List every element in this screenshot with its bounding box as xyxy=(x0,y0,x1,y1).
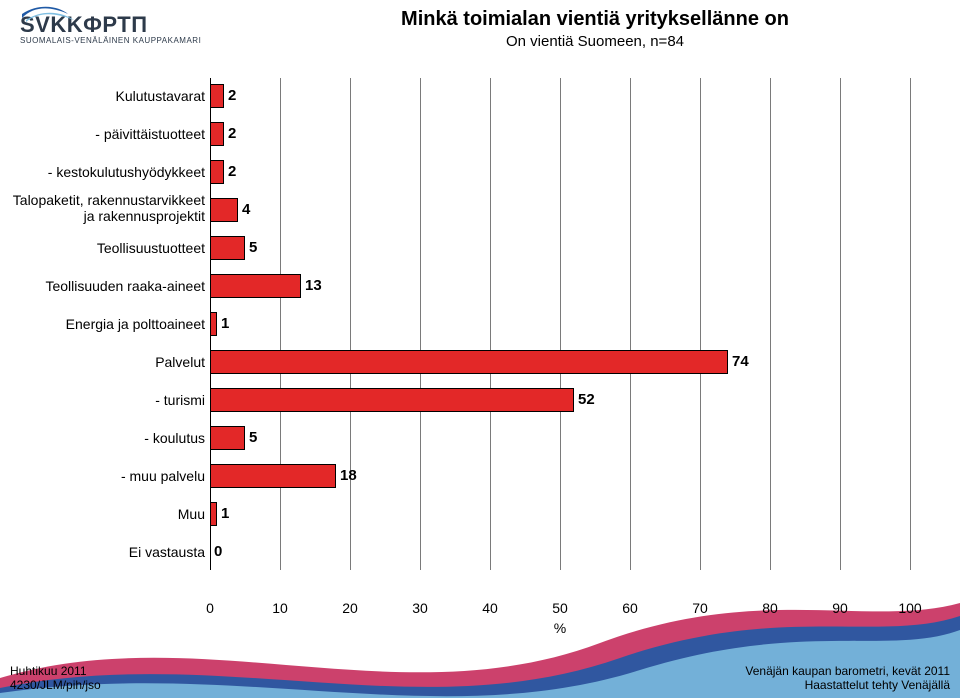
category-label: Energia ja polttoaineet xyxy=(5,316,205,332)
category-label: Teollisuustuotteet xyxy=(5,240,205,256)
footer-code: 4230/JLM/pih/jso xyxy=(10,678,101,692)
logo-swoosh-icon xyxy=(20,4,78,24)
bar-value: 74 xyxy=(732,350,749,374)
category-label: - päivittäistuotteet xyxy=(5,126,205,142)
bar-row: 4 xyxy=(210,198,910,222)
bar-row: 2 xyxy=(210,160,910,184)
bar-value: 13 xyxy=(305,274,322,298)
bar xyxy=(210,312,217,336)
bar-value: 2 xyxy=(228,160,236,184)
plot-area: 22245131745251810 xyxy=(210,78,910,570)
bar-row: 1 xyxy=(210,312,910,336)
category-label: - turismi xyxy=(5,392,205,408)
bar-value: 18 xyxy=(340,464,357,488)
x-tick: 40 xyxy=(478,600,502,616)
x-tick: 60 xyxy=(618,600,642,616)
page: SVKKФРТП SUOMALAIS-VENÄLÄINEN KAUPPAKAMA… xyxy=(0,0,960,698)
bar-value: 2 xyxy=(228,122,236,146)
x-tick: 20 xyxy=(338,600,362,616)
x-tick: 80 xyxy=(758,600,782,616)
footer-source2: Haastattelut tehty Venäjällä xyxy=(805,678,950,692)
bar-value: 52 xyxy=(578,388,595,412)
category-label: - muu palvelu xyxy=(5,468,205,484)
bar xyxy=(210,236,245,260)
bar-value: 5 xyxy=(249,236,257,260)
bar-row: 0 xyxy=(210,540,910,564)
footer-date: Huhtikuu 2011 xyxy=(10,664,87,678)
category-label: - koulutus xyxy=(5,430,205,446)
logo-subtext: SUOMALAIS-VENÄLÄINEN KAUPPAKAMARI xyxy=(20,36,230,45)
bar xyxy=(210,122,224,146)
chart-title: Minkä toimialan vientiä yrityksellänne o… xyxy=(270,8,920,31)
bar-row: 74 xyxy=(210,350,910,374)
bar-row: 13 xyxy=(210,274,910,298)
bar-row: 2 xyxy=(210,122,910,146)
bar xyxy=(210,160,224,184)
category-label: Talopaketit, rakennustarvikkeet ja raken… xyxy=(5,192,205,224)
bar xyxy=(210,350,728,374)
gridline xyxy=(910,78,911,570)
x-tick: 30 xyxy=(408,600,432,616)
category-label: - kestokulutushyödykkeet xyxy=(5,164,205,180)
bar-value: 0 xyxy=(214,540,222,564)
bar-value: 1 xyxy=(221,502,229,526)
bar-row: 1 xyxy=(210,502,910,526)
category-label: Kulutustavarat xyxy=(5,88,205,104)
bar-row: 18 xyxy=(210,464,910,488)
bar xyxy=(210,426,245,450)
logo: SVKKФРТП SUOMALAIS-VENÄLÄINEN KAUPPAKAMA… xyxy=(20,12,230,70)
x-tick: 70 xyxy=(688,600,712,616)
bar xyxy=(210,274,301,298)
category-label: Teollisuuden raaka-aineet xyxy=(5,278,205,294)
chart-subtitle: On vientiä Suomeen, n=84 xyxy=(270,33,920,50)
footer-right: Venäjän kaupan barometri, kevät 2011 Haa… xyxy=(745,664,950,692)
chart-area: 22245131745251810 % 01020304050607080901… xyxy=(0,78,960,638)
category-label: Muu xyxy=(5,506,205,522)
title-block: Minkä toimialan vientiä yrityksellänne o… xyxy=(270,8,920,50)
x-tick: 100 xyxy=(898,600,922,616)
footer-source1: Venäjän kaupan barometri, kevät 2011 xyxy=(745,664,950,678)
bar-value: 2 xyxy=(228,84,236,108)
x-tick: 50 xyxy=(548,600,572,616)
bar xyxy=(210,464,336,488)
bar-row: 2 xyxy=(210,84,910,108)
bar-value: 1 xyxy=(221,312,229,336)
bar xyxy=(210,502,217,526)
bar-row: 5 xyxy=(210,426,910,450)
category-label: Palvelut xyxy=(5,354,205,370)
footer-left: Huhtikuu 2011 4230/JLM/pih/jso xyxy=(10,664,101,692)
bar-row: 5 xyxy=(210,236,910,260)
bar xyxy=(210,388,574,412)
bar-value: 4 xyxy=(242,198,250,222)
bar-value: 5 xyxy=(249,426,257,450)
x-axis-title: % xyxy=(210,620,910,636)
bar-row: 52 xyxy=(210,388,910,412)
x-tick: 0 xyxy=(198,600,222,616)
x-tick: 10 xyxy=(268,600,292,616)
category-label: Ei vastausta xyxy=(5,544,205,560)
bar xyxy=(210,198,238,222)
bar xyxy=(210,84,224,108)
x-tick: 90 xyxy=(828,600,852,616)
